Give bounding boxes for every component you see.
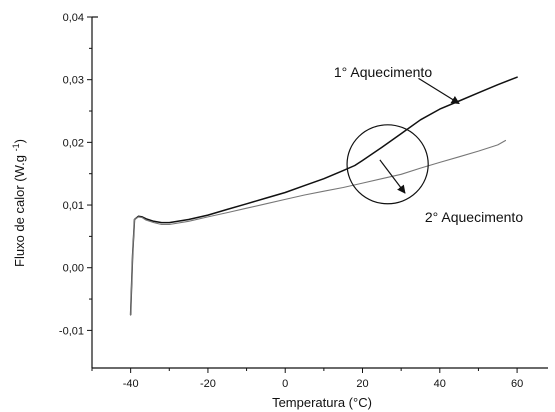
first-heating-arrow [418,77,460,105]
y-tick-label: 0,03 [63,75,84,87]
first-heating-label: 1° Aquecimento [334,64,432,80]
y-tick-label: 0,01 [63,200,84,212]
x-axis-title: Temperatura (°C) [272,395,372,410]
y-axis-title-text: Fluxo de calor (W.g [12,155,27,267]
x-tick-label: 40 [434,378,446,390]
y-tick-label: 0,02 [63,137,84,149]
first-heating-curve [129,76,518,316]
y-tick-label: 0,00 [63,263,84,275]
x-tick-label: 60 [511,378,523,390]
x-tick-label: -40 [123,378,139,390]
y-axis-title-tail: ) [12,139,27,143]
x-tick-label: 0 [282,378,288,390]
y-tick-label: -0,01 [59,325,84,337]
second-heating-arrow [379,159,406,194]
second-heating-label: 2° Aquecimento [425,209,523,225]
y-tick-label: 0,04 [63,12,84,24]
x-tick-label: 20 [356,378,368,390]
x-tick-label: -20 [200,378,216,390]
highlight-circle [346,124,429,205]
y-axis-title-exponent: -1 [11,143,21,151]
second-heating-curve [130,139,507,316]
y-axis-title: Fluxo de calor (W.g -1) [11,139,27,267]
